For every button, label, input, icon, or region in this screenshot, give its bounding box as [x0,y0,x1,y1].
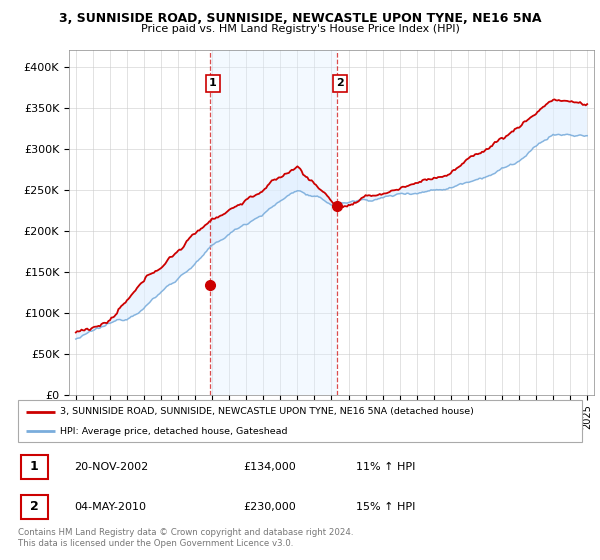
FancyBboxPatch shape [21,495,48,519]
Text: 11% ↑ HPI: 11% ↑ HPI [356,462,416,472]
Text: £134,000: £134,000 [244,462,296,472]
Text: £230,000: £230,000 [244,502,296,512]
Text: 04-MAY-2010: 04-MAY-2010 [74,502,146,512]
Text: 15% ↑ HPI: 15% ↑ HPI [356,502,416,512]
Text: 1: 1 [209,78,217,88]
Text: This data is licensed under the Open Government Licence v3.0.: This data is licensed under the Open Gov… [18,539,293,548]
Text: 2: 2 [336,78,344,88]
Text: HPI: Average price, detached house, Gateshead: HPI: Average price, detached house, Gate… [60,427,288,436]
FancyBboxPatch shape [21,455,48,479]
Text: Contains HM Land Registry data © Crown copyright and database right 2024.: Contains HM Land Registry data © Crown c… [18,528,353,536]
FancyBboxPatch shape [18,400,582,442]
Text: 20-NOV-2002: 20-NOV-2002 [74,462,149,472]
Text: 3, SUNNISIDE ROAD, SUNNISIDE, NEWCASTLE UPON TYNE, NE16 5NA: 3, SUNNISIDE ROAD, SUNNISIDE, NEWCASTLE … [59,12,541,25]
Text: Price paid vs. HM Land Registry's House Price Index (HPI): Price paid vs. HM Land Registry's House … [140,24,460,34]
Text: 1: 1 [30,460,39,473]
Text: 2: 2 [30,501,39,514]
Text: 3, SUNNISIDE ROAD, SUNNISIDE, NEWCASTLE UPON TYNE, NE16 5NA (detached house): 3, SUNNISIDE ROAD, SUNNISIDE, NEWCASTLE … [60,407,474,416]
